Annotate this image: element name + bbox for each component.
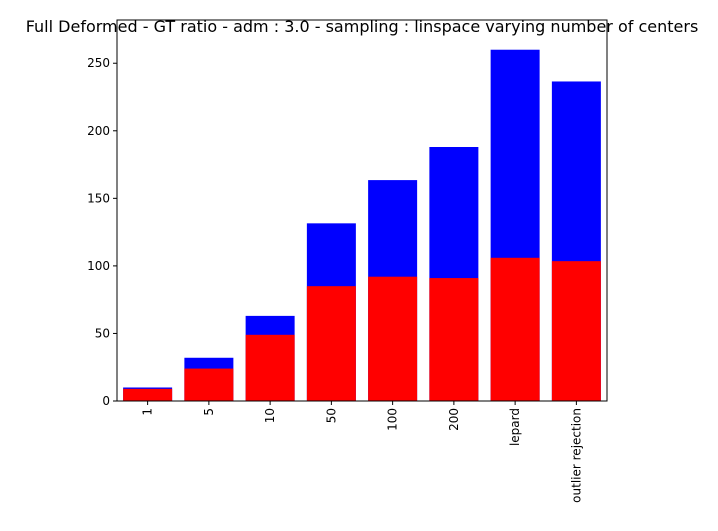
x-tick-label: 10	[263, 408, 277, 423]
y-tick-label: 50	[95, 326, 110, 340]
x-tick-label: 1	[141, 408, 155, 416]
bar	[184, 368, 234, 401]
chart-title: Full Deformed - GT ratio - adm : 3.0 - s…	[26, 17, 699, 36]
y-tick-label: 150	[87, 191, 110, 205]
bar	[123, 388, 173, 401]
x-tick-label: 100	[386, 408, 400, 431]
plot-frame	[116, 19, 608, 402]
bar	[368, 276, 418, 401]
bar	[490, 257, 540, 401]
bar	[429, 278, 479, 401]
y-tick-label: 200	[87, 124, 110, 138]
bar	[306, 286, 356, 401]
bar	[245, 334, 295, 401]
bar	[551, 261, 601, 401]
x-tick-label: 5	[202, 408, 216, 416]
x-tick-label: 50	[324, 408, 338, 423]
y-tick-label: 250	[87, 56, 110, 70]
x-tick-label: lepard	[508, 408, 522, 446]
y-tick-label: 0	[102, 394, 110, 408]
x-tick-label: 200	[447, 408, 461, 431]
y-tick-label: 100	[87, 259, 110, 273]
x-tick-label: outlier rejection	[569, 408, 583, 503]
